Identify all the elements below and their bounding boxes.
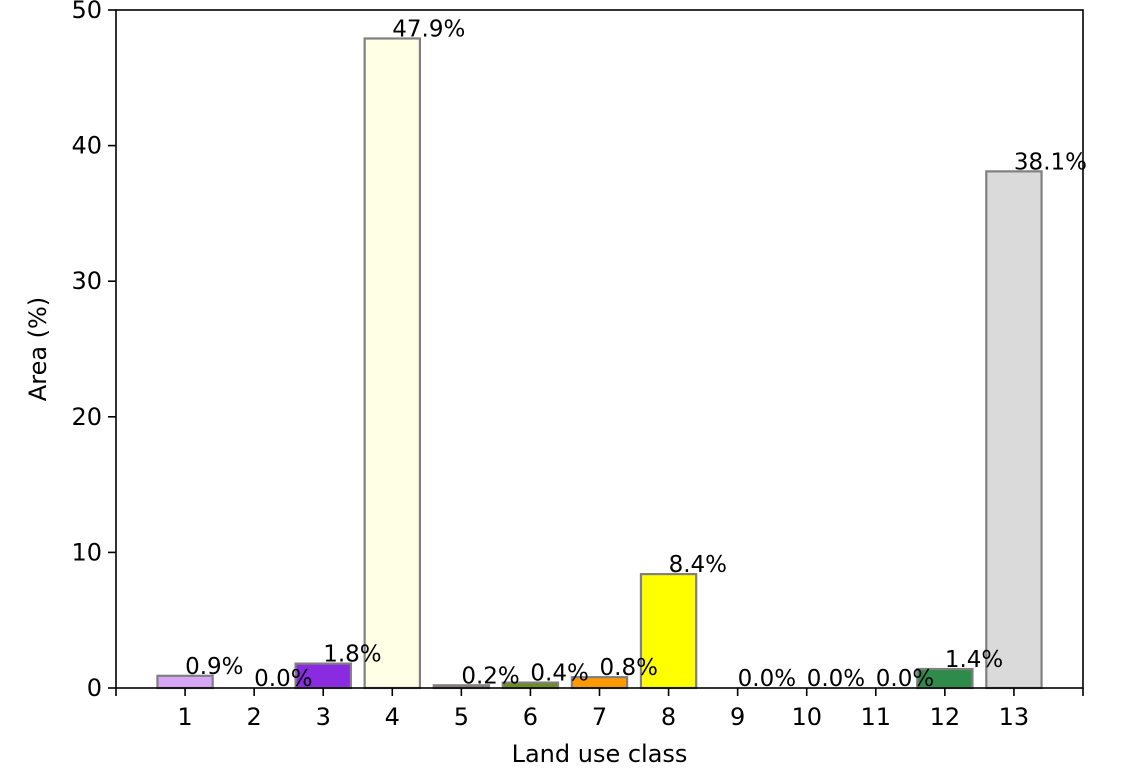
x-tick-label: 10 [791,703,822,731]
x-axis-title: Land use class [512,740,688,768]
bar-label-class-4: 47.9% [392,16,465,42]
y-axis: 0 10 20 30 40 50 [71,0,116,702]
x-tick-label: 2 [247,703,262,731]
x-axis: 1 2 3 4 5 6 7 8 9 10 11 12 13 [115,688,1084,731]
bar-label-class-3: 1.8% [323,642,381,668]
y-tick-label: 0 [87,674,102,702]
y-axis-title: Area (%) [24,297,52,401]
bar-label-class-13: 38.1% [1014,149,1087,175]
bar-label-class-1: 0.9% [185,654,243,680]
x-tick-label: 13 [999,703,1030,731]
x-tick-label: 1 [177,703,192,731]
bar-class-13 [985,170,1043,690]
bar-labels-group: 0.9% 0.0%1.8%47.9%0.2% 0.4% 0.8%8.4%0.0% 0.0… [185,16,1087,692]
bar-class-4 [363,37,422,690]
x-tick-label: 7 [592,703,607,731]
y-tick-label: 30 [71,267,102,295]
x-tick-label: 5 [454,703,469,731]
bar-label-class-12: 1.4% [945,647,1003,673]
bar-label-class-8: 8.4% [669,552,727,578]
x-tick-label: 4 [385,703,400,731]
x-tick-label: 6 [523,703,538,731]
bar-label-class-7: 0.8% [600,655,658,681]
bars-group [156,37,1043,690]
x-tick-label: 12 [930,703,961,731]
plot-frame [115,9,1084,689]
y-tick-label: 50 [71,0,102,24]
bar-class-3 [294,662,352,690]
bar-label-class-6: 0.4% [530,661,588,687]
x-tick-label: 9 [730,703,745,731]
y-tick-label: 20 [71,403,102,431]
bar-label-class-5: 0.2% [461,663,519,689]
y-tick-label: 40 [71,132,102,160]
x-tick-label: 8 [661,703,676,731]
x-tick-label: 11 [861,703,892,731]
x-tick-label: 3 [316,703,331,731]
y-tick-label: 10 [71,538,102,566]
